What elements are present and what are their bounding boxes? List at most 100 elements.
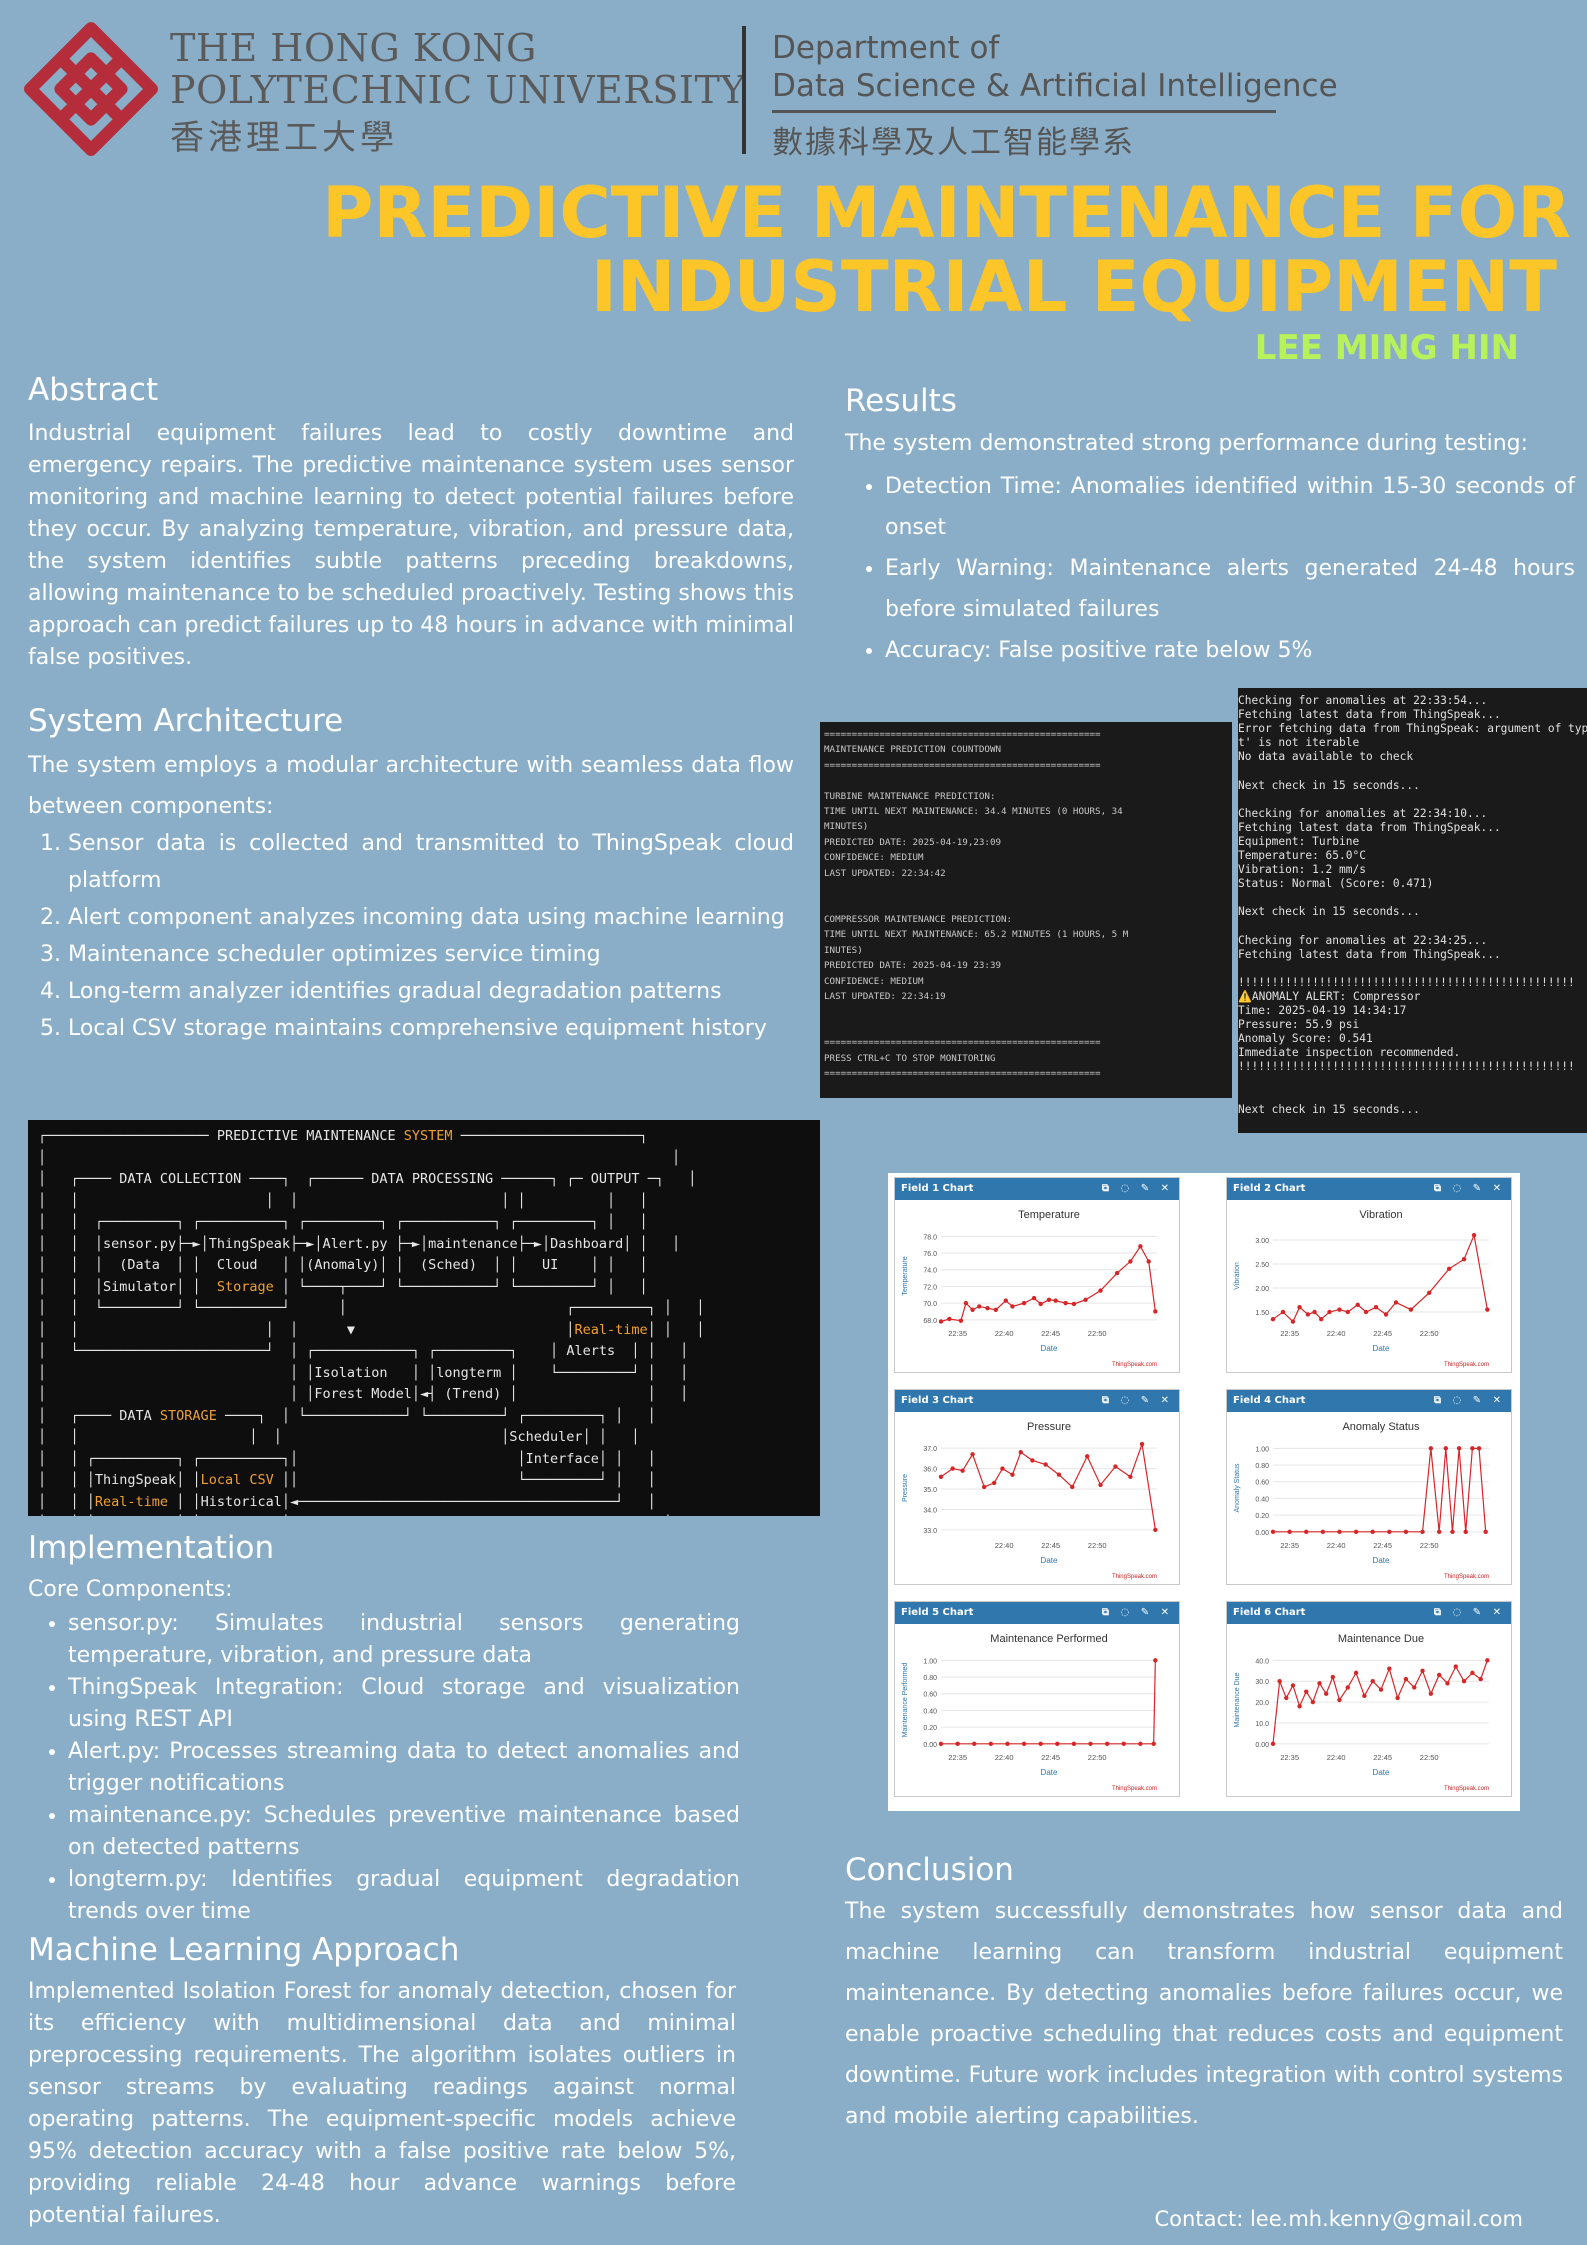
countdown-line: LAST UPDATED: 22:34:42 [824, 867, 946, 879]
data-point [1337, 1529, 1342, 1535]
x-tick-label: 22:35 [1280, 1541, 1299, 1550]
countdown-line: ========================================… [824, 1067, 1101, 1079]
data-point [1146, 1259, 1151, 1264]
data-point [963, 1300, 969, 1306]
data-point [1408, 1307, 1414, 1312]
data-point [1393, 1300, 1399, 1305]
y-tick-label: 1.00 [923, 1658, 937, 1665]
data-point [1461, 1257, 1467, 1262]
data-point [1304, 1689, 1309, 1694]
data-point [955, 1741, 960, 1747]
data-point [1270, 1317, 1276, 1322]
y-tick-label: 0.00 [1255, 1742, 1269, 1749]
data-point [972, 1741, 977, 1747]
data-point [1353, 1529, 1359, 1535]
chart-panel-action-icons[interactable]: ⧉ ◌ ✎ ✕ [1433, 1607, 1505, 1618]
chart-panel-action-icons[interactable]: ⧉ ◌ ✎ ✕ [1101, 1183, 1173, 1194]
data-point [1128, 1259, 1133, 1264]
log-line: Next check in 15 seconds... [1238, 1102, 1420, 1116]
chart-panel: Field 5 Chart ⧉ ◌ ✎ ✕ Maintenance Performe… [894, 1601, 1180, 1797]
university-name-line2: POLYTECHNIC UNIVERSITY [170, 68, 746, 112]
chart-panel-title: Field 1 Chart [901, 1183, 974, 1194]
countdown-line: ========================================… [824, 729, 1101, 740]
data-point [1085, 1454, 1090, 1459]
data-point [1461, 1679, 1467, 1684]
anomaly-log-terminal: Checking for anomalies at 22:33:54... Fet… [1238, 688, 1587, 1133]
countdown-line: PRESS CTRL+C TO STOP MONITORING [824, 1052, 996, 1064]
countdown-line [824, 881, 1228, 896]
department-line2: Data Science & Artificial Intelligence [772, 68, 1338, 104]
thingspeak-chart: Pressure 33.0 34.0 35.0 36.0 37.0 22:40 22:45 22… [902, 1421, 1158, 1580]
list-item: ThingSpeak Integration: Cloud storage an… [68, 1672, 740, 1736]
countdown-line [824, 896, 1228, 911]
data-point [1327, 1309, 1332, 1315]
implementation-subheading: Core Components: [28, 1577, 233, 1602]
data-point [1113, 1464, 1118, 1469]
countdown-line: MINUTES) [824, 821, 869, 833]
data-point [1318, 1317, 1324, 1322]
y-tick-label: 0.20 [1255, 1513, 1269, 1520]
header-divider [742, 26, 746, 154]
y-axis-label: Anomaly Status [1234, 1463, 1241, 1513]
chart-title: Vibration [1359, 1209, 1402, 1221]
series-line [940, 1443, 1156, 1530]
thingspeak-chart: Anomaly Status 0.00 0.20 0.40 0.60 0.80 1.00 22… [1234, 1421, 1489, 1580]
university-name-chinese: 香港理工大學 [170, 118, 398, 158]
chart-panel-action-icons[interactable]: ⧉ ◌ ✎ ✕ [1101, 1395, 1173, 1406]
data-point [1485, 1307, 1490, 1312]
y-axis-label: Maintenance Due [1234, 1672, 1241, 1727]
list-item: Maintenance scheduler optimizes service … [68, 936, 794, 973]
data-point [1445, 1681, 1450, 1686]
data-point [1046, 1297, 1052, 1302]
chart-panel-action-icons[interactable]: ⧉ ◌ ✎ ✕ [1433, 1183, 1505, 1194]
x-tick-label: 22:40 [1327, 1329, 1346, 1338]
y-tick-label: 0.80 [923, 1675, 937, 1682]
list-item: Alert component analyzes incoming data u… [68, 899, 794, 936]
university-name-line1: THE HONG KONG [170, 26, 537, 70]
list-item: Long-term analyzer identifies gradual de… [68, 973, 794, 1010]
chart-panel-header: Field 4 Chart ⧉ ◌ ✎ ✕ [1227, 1390, 1511, 1412]
y-tick-label: 0.60 [1255, 1480, 1269, 1487]
thingspeak-chart: Maintenance Performed 0.00 0.20 0.40 0.60 0.8… [902, 1633, 1158, 1792]
y-axis-label: Temperature [902, 1256, 909, 1295]
data-point [1153, 1658, 1158, 1663]
chart-panel-action-icons[interactable]: ⧉ ◌ ✎ ✕ [1433, 1395, 1505, 1406]
data-point [1055, 1741, 1060, 1747]
data-point [1470, 1670, 1475, 1676]
log-line: Checking for anomalies at 22:34:25... [1238, 933, 1488, 947]
implementation-list: sensor.py: Simulates industrial sensors … [28, 1608, 740, 1928]
log-line: Pressure: 55.9 psi [1238, 1018, 1360, 1032]
y-axis-label: Maintenance Performed [902, 1663, 909, 1738]
x-tick-label: 22:50 [1088, 1329, 1107, 1338]
y-tick-label: 30.0 [1255, 1679, 1269, 1686]
log-line [1238, 1075, 1587, 1089]
architecture-intro: The system employs a modular architectur… [28, 753, 794, 819]
x-tick-label: 22:50 [1088, 1541, 1107, 1550]
data-point [1104, 1741, 1110, 1747]
abstract-text: Industrial equipment failures lead to co… [28, 421, 794, 670]
maintenance-countdown-terminal: ========================================… [820, 722, 1232, 1098]
data-point [1297, 1704, 1302, 1709]
x-tick-label: 22:50 [1420, 1329, 1439, 1338]
x-tick-label: 22:40 [995, 1329, 1014, 1338]
data-point [1345, 1685, 1350, 1690]
countdown-line: CONFIDENCE: MEDIUM [824, 852, 924, 864]
chart-panel: Field 2 Chart ⧉ ◌ ✎ ✕ Vibration 1.50 2.00 2.5… [1226, 1177, 1512, 1373]
chart-title: Temperature [1018, 1209, 1080, 1221]
data-point [1476, 1446, 1482, 1451]
data-point [1436, 1529, 1442, 1535]
x-tick-label: 22:50 [1420, 1753, 1439, 1762]
list-item: longterm.py: Identifies gradual equipmen… [68, 1864, 740, 1928]
data-point [1003, 1298, 1008, 1303]
y-tick-label: 0.40 [1255, 1496, 1269, 1503]
data-point [1031, 1295, 1037, 1301]
y-tick-label: 36.0 [923, 1467, 937, 1474]
y-tick-label: 2.00 [1255, 1286, 1269, 1293]
y-tick-label: 3.00 [1255, 1238, 1269, 1245]
x-tick-label: 22:45 [1373, 1753, 1392, 1762]
data-point [1320, 1529, 1326, 1535]
chart-panel-action-icons[interactable]: ⧉ ◌ ✎ ✕ [1101, 1607, 1173, 1618]
data-point [1010, 1304, 1015, 1309]
x-tick-label: 22:35 [1280, 1753, 1299, 1762]
data-point [1297, 1305, 1302, 1310]
